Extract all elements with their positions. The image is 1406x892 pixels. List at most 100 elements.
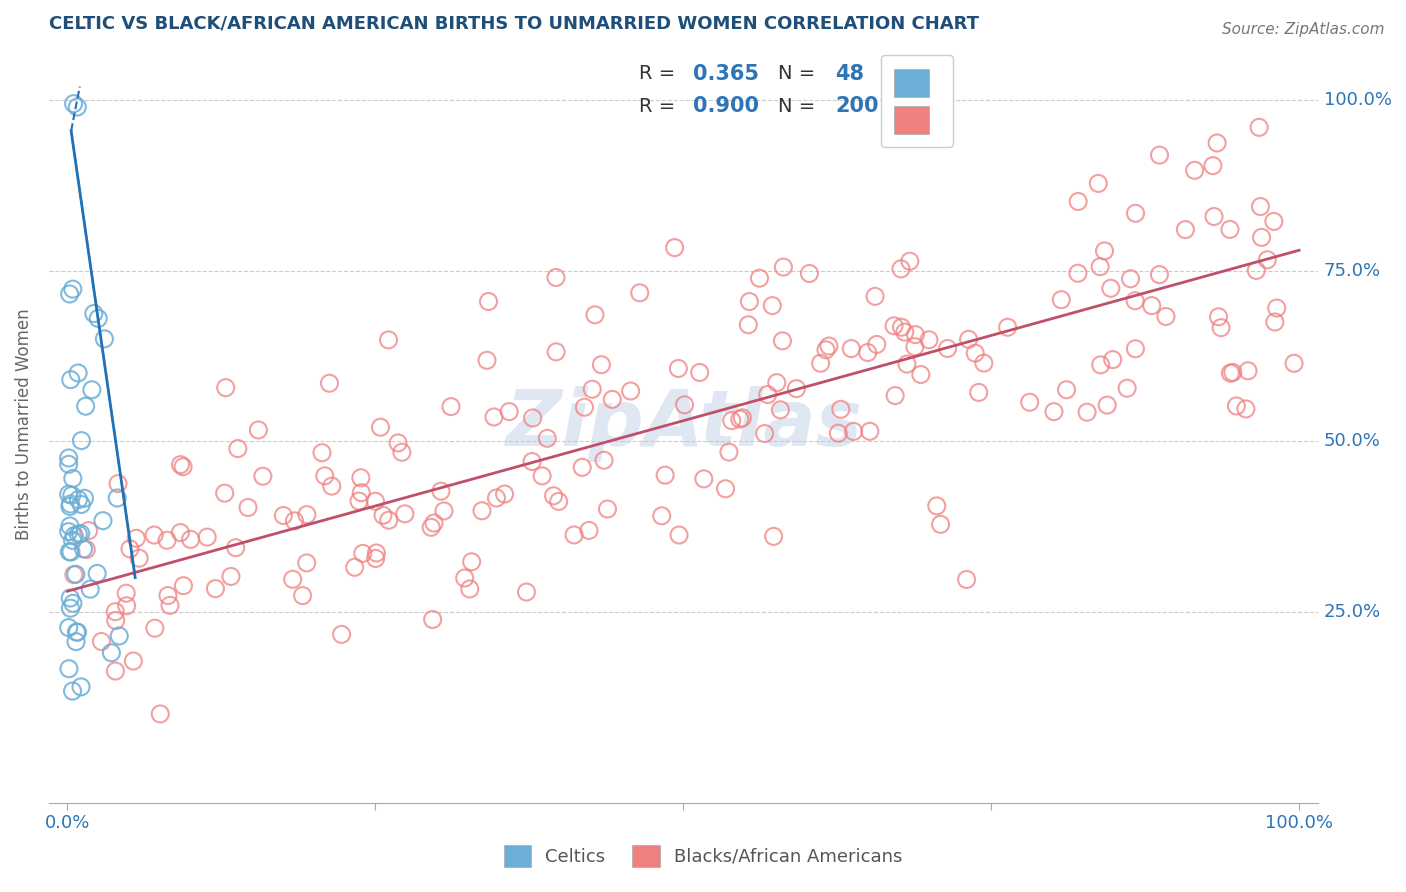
Text: R =: R = [638, 64, 682, 83]
Point [1149, 148, 1171, 162]
Point [600, 392, 623, 407]
Point [1209, 320, 1232, 334]
Point [896, 357, 918, 371]
Text: R =: R = [638, 96, 682, 116]
Point [547, 494, 569, 508]
Point [910, 368, 932, 382]
Point [281, 572, 304, 586]
Point [352, 546, 374, 560]
Point [65, 625, 87, 640]
Point [62, 533, 84, 548]
Point [125, 531, 148, 545]
Point [311, 446, 333, 460]
Point [60, 488, 83, 502]
Point [1116, 381, 1139, 395]
Point [890, 320, 912, 334]
Point [58, 487, 80, 501]
Point [1043, 404, 1066, 418]
Point [91, 514, 114, 528]
Point [814, 343, 837, 357]
Point [651, 508, 673, 523]
Point [522, 411, 544, 425]
Point [482, 409, 505, 424]
Point [59, 373, 82, 387]
Point [668, 528, 690, 542]
Point [204, 582, 226, 596]
Point [62, 596, 84, 610]
Point [350, 485, 373, 500]
Point [1125, 206, 1147, 220]
Point [1202, 210, 1225, 224]
Point [1087, 177, 1109, 191]
Point [720, 413, 742, 427]
Point [842, 425, 865, 439]
Point [863, 289, 886, 303]
Point [1018, 395, 1040, 409]
Point [195, 530, 218, 544]
Point [772, 260, 794, 274]
Point [1237, 364, 1260, 378]
Point [1050, 293, 1073, 307]
Point [578, 524, 600, 538]
Point [904, 340, 927, 354]
Point [321, 479, 343, 493]
Point [890, 261, 912, 276]
Legend: Celtics, Blacks/African Americans: Celtics, Blacks/African Americans [496, 838, 910, 874]
Point [1076, 405, 1098, 419]
Point [1219, 222, 1241, 236]
Point [180, 533, 202, 547]
Point [471, 504, 494, 518]
Point [1056, 383, 1078, 397]
Point [859, 424, 882, 438]
Point [378, 513, 401, 527]
Point [59, 519, 82, 533]
Point [59, 601, 82, 615]
Point [536, 431, 558, 445]
Point [666, 361, 689, 376]
Legend: , : , [880, 55, 953, 147]
Point [143, 528, 166, 542]
Point [1067, 194, 1090, 209]
Point [366, 546, 388, 560]
Point [936, 342, 959, 356]
Point [785, 382, 807, 396]
Text: 0.900: 0.900 [693, 96, 759, 116]
Point [1246, 263, 1268, 277]
Point [283, 514, 305, 528]
Point [80, 383, 103, 397]
Point [1095, 398, 1118, 412]
Point [898, 254, 921, 268]
Text: 0.365: 0.365 [693, 63, 759, 84]
Point [728, 412, 751, 426]
Point [756, 387, 779, 401]
Point [343, 560, 366, 574]
Point [226, 442, 249, 456]
Point [104, 614, 127, 628]
Point [350, 471, 373, 485]
Point [866, 337, 889, 351]
Point [100, 646, 122, 660]
Point [122, 654, 145, 668]
Point [58, 524, 80, 539]
Point [295, 556, 318, 570]
Point [918, 333, 941, 347]
Point [654, 468, 676, 483]
Point [143, 621, 166, 635]
Point [761, 299, 783, 313]
Point [477, 294, 499, 309]
Point [273, 508, 295, 523]
Point [79, 582, 101, 597]
Point [498, 404, 520, 418]
Point [347, 494, 370, 508]
Point [475, 353, 498, 368]
Point [596, 502, 619, 516]
Point [1123, 293, 1146, 308]
Point [58, 458, 80, 472]
Point [1119, 272, 1142, 286]
Point [370, 420, 392, 434]
Point [904, 327, 927, 342]
Point [236, 500, 259, 515]
Point [172, 459, 194, 474]
Text: ZipAtlas: ZipAtlas [505, 386, 862, 462]
Point [574, 401, 596, 415]
